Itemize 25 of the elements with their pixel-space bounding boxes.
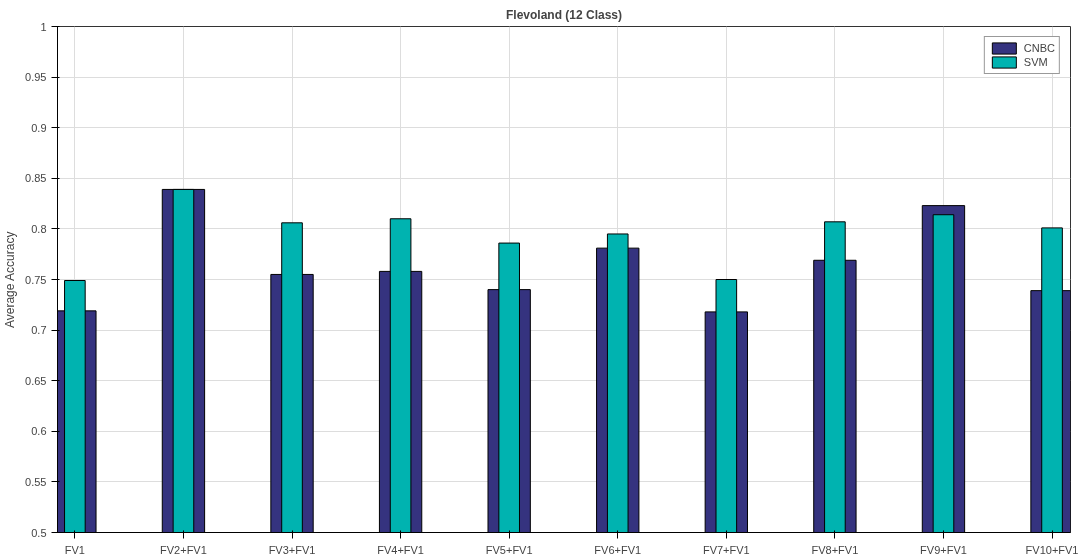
y-tick-label: 0.85 xyxy=(25,172,47,185)
y-tick-label: 0.95 xyxy=(25,71,47,84)
y-tick-label: 0.75 xyxy=(25,273,47,286)
chart-title: Flevoland (12 Class) xyxy=(505,7,623,22)
y-tick-label: 0.65 xyxy=(25,374,47,387)
y-tick-label: 0.7 xyxy=(31,324,47,337)
x-tick-label: FV6+FV1 xyxy=(594,543,642,556)
y-tick-label: 0.8 xyxy=(31,222,47,235)
x-tick-label: FV5+FV1 xyxy=(485,543,533,556)
legend-label: CNBC xyxy=(1023,41,1055,55)
legend-label: SVM xyxy=(1023,55,1048,69)
y-tick-label: 0.9 xyxy=(31,121,47,134)
x-tick-label: FV1 xyxy=(64,543,85,556)
y-axis-title: Average Accuracy xyxy=(3,231,18,329)
y-tick-label: 0.55 xyxy=(25,475,47,488)
y-tick-label: 1 xyxy=(40,20,47,33)
x-tick-label: FV7+FV1 xyxy=(702,543,750,556)
y-tick-label: 0.5 xyxy=(31,526,47,539)
x-tick-label: FV2+FV1 xyxy=(160,543,207,556)
x-tick-label: FV10+FV1 xyxy=(1025,543,1078,556)
x-tick-label: FV3+FV1 xyxy=(268,543,316,556)
x-tick-label: FV9+FV1 xyxy=(920,543,967,556)
x-tick-label: FV4+FV1 xyxy=(377,543,424,556)
y-tick-label: 0.6 xyxy=(31,425,47,438)
x-tick-label: FV8+FV1 xyxy=(811,543,859,556)
